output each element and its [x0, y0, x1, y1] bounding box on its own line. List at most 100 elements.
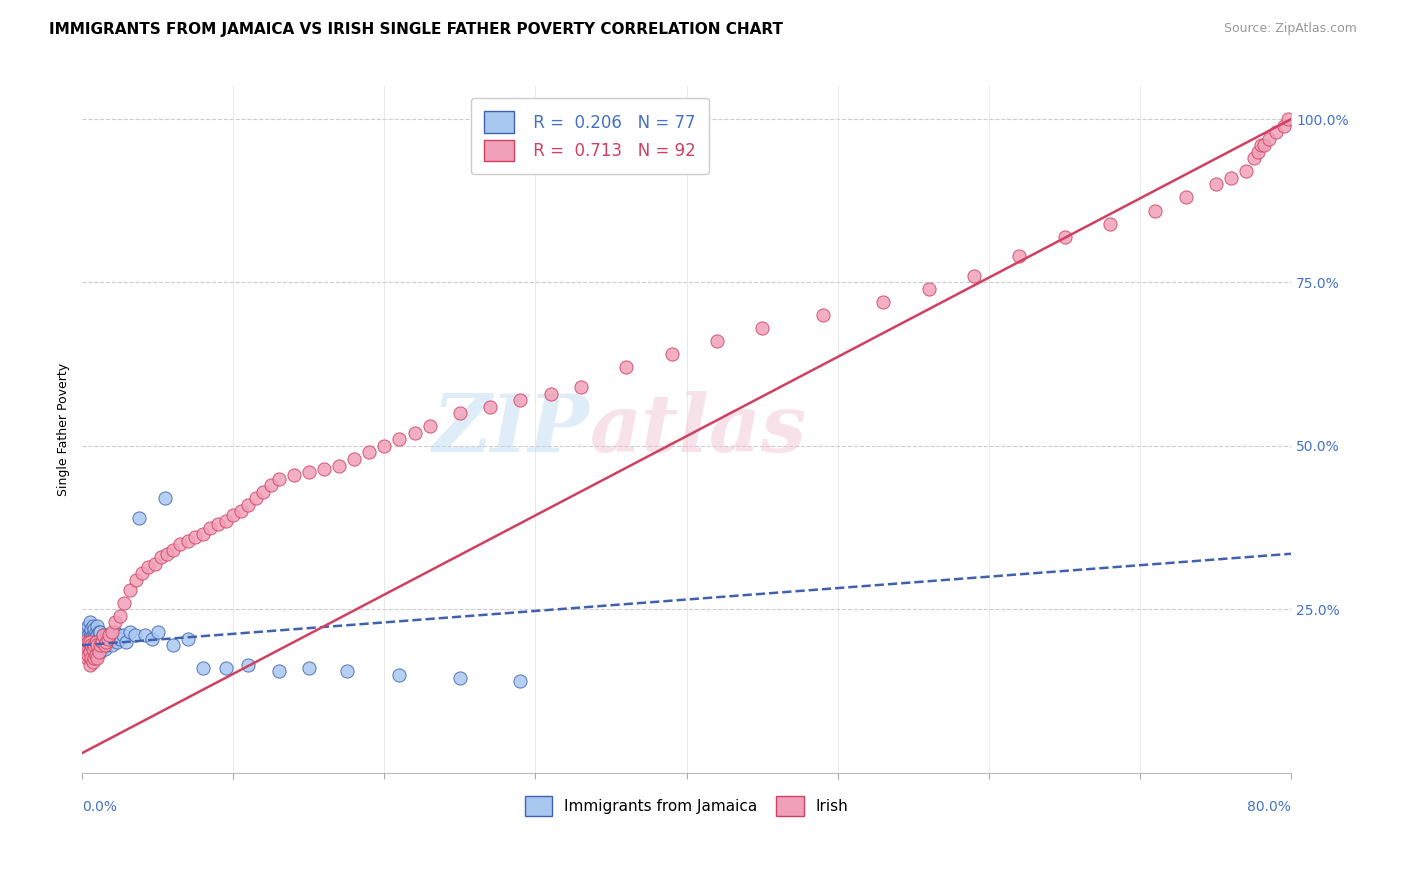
Point	[84, 635, 107, 649]
Point	[86, 618, 108, 632]
Point	[72, 638, 94, 652]
Point	[77, 635, 100, 649]
Point	[661, 347, 683, 361]
Point	[82, 641, 104, 656]
Point	[120, 582, 142, 597]
Point	[104, 625, 127, 640]
Point	[112, 596, 135, 610]
Point	[93, 641, 115, 656]
Text: Source: ZipAtlas.com: Source: ZipAtlas.com	[1223, 22, 1357, 36]
Point	[373, 439, 395, 453]
Legend: Immigrants from Jamaica, Irish: Immigrants from Jamaica, Irish	[517, 789, 856, 823]
Point	[120, 625, 142, 640]
Point	[1234, 164, 1257, 178]
Point	[77, 628, 100, 642]
Point	[1219, 170, 1241, 185]
Point	[83, 645, 105, 659]
Point	[77, 648, 100, 662]
Point	[124, 628, 146, 642]
Point	[91, 628, 114, 642]
Point	[98, 632, 121, 646]
Point	[298, 465, 321, 479]
Point	[82, 655, 104, 669]
Point	[388, 667, 411, 681]
Point	[96, 635, 118, 649]
Point	[76, 622, 98, 636]
Point	[153, 491, 176, 506]
Point	[83, 651, 105, 665]
Point	[83, 638, 105, 652]
Point	[82, 638, 104, 652]
Point	[811, 308, 834, 322]
Point	[76, 651, 98, 665]
Point	[222, 508, 245, 522]
Text: 0.0%: 0.0%	[82, 800, 117, 814]
Point	[343, 452, 366, 467]
Point	[105, 635, 128, 649]
Point	[93, 638, 115, 652]
Point	[90, 641, 112, 656]
Point	[162, 638, 184, 652]
Point	[100, 628, 122, 642]
Text: atlas: atlas	[591, 391, 807, 468]
Point	[162, 543, 184, 558]
Point	[146, 625, 169, 640]
Point	[312, 462, 335, 476]
Point	[569, 380, 592, 394]
Point	[509, 393, 531, 408]
Point	[84, 635, 107, 649]
Point	[419, 419, 441, 434]
Point	[80, 638, 103, 652]
Point	[328, 458, 350, 473]
Point	[77, 638, 100, 652]
Point	[84, 625, 107, 640]
Point	[207, 517, 229, 532]
Point	[79, 645, 101, 659]
Point	[82, 645, 104, 659]
Point	[283, 468, 305, 483]
Point	[245, 491, 267, 506]
Point	[156, 547, 179, 561]
Point	[91, 628, 114, 642]
Point	[125, 573, 148, 587]
Point	[104, 615, 127, 630]
Point	[1265, 125, 1288, 139]
Point	[1053, 229, 1076, 244]
Point	[1257, 131, 1279, 145]
Point	[404, 425, 426, 440]
Point	[86, 638, 108, 652]
Point	[83, 630, 105, 644]
Text: IMMIGRANTS FROM JAMAICA VS IRISH SINGLE FATHER POVERTY CORRELATION CHART: IMMIGRANTS FROM JAMAICA VS IRISH SINGLE …	[49, 22, 783, 37]
Y-axis label: Single Father Poverty: Single Father Poverty	[58, 363, 70, 496]
Point	[128, 510, 150, 524]
Point	[79, 641, 101, 656]
Point	[86, 648, 108, 662]
Point	[87, 625, 110, 640]
Point	[872, 295, 894, 310]
Point	[177, 533, 200, 548]
Point	[134, 628, 156, 642]
Point	[79, 648, 101, 662]
Point	[77, 618, 100, 632]
Point	[1272, 119, 1295, 133]
Point	[98, 628, 121, 642]
Point	[84, 645, 107, 659]
Point	[184, 530, 207, 544]
Point	[359, 445, 381, 459]
Point	[87, 635, 110, 649]
Point	[298, 661, 321, 675]
Point	[73, 635, 96, 649]
Point	[479, 400, 502, 414]
Point	[73, 625, 96, 640]
Point	[1205, 178, 1227, 192]
Point	[107, 628, 129, 642]
Point	[260, 478, 283, 492]
Point	[91, 638, 114, 652]
Point	[86, 651, 108, 665]
Point	[82, 628, 104, 642]
Point	[80, 645, 103, 659]
Point	[509, 674, 531, 689]
Point	[93, 630, 115, 644]
Point	[335, 665, 357, 679]
Point	[89, 638, 111, 652]
